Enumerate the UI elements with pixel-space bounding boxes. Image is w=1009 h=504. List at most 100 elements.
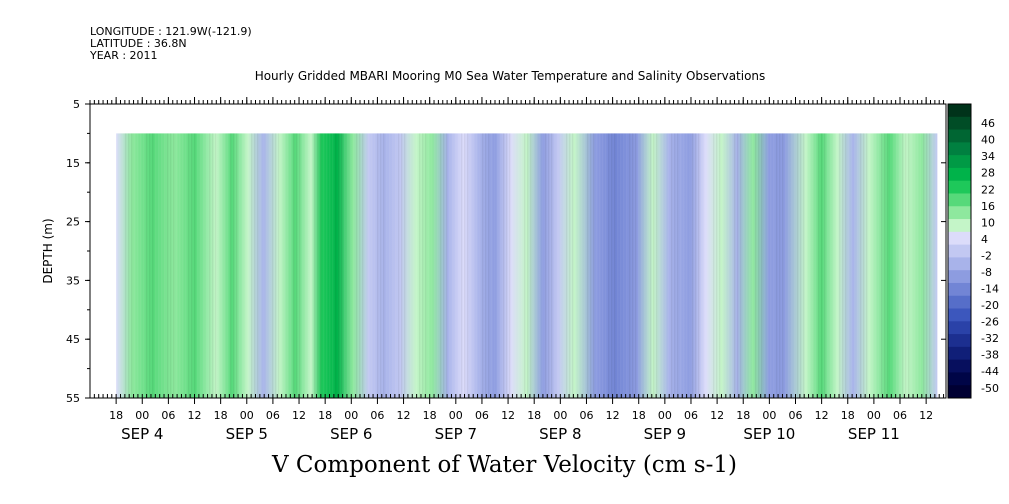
heatmap-stripe (323, 133, 325, 398)
heatmap-stripe (398, 133, 400, 398)
heatmap-stripe (794, 133, 796, 398)
x-hour-label: 12 (292, 409, 306, 422)
heatmap-stripe (395, 133, 397, 398)
colorbar-swatch (948, 334, 971, 348)
heatmap-stripe (572, 133, 574, 398)
colorbar-label: 16 (981, 200, 995, 213)
x-hour-label: 18 (736, 409, 750, 422)
colorbar-label: -32 (981, 332, 999, 345)
chart-title: Hourly Gridded MBARI Mooring M0 Sea Wate… (254, 69, 766, 83)
heatmap-stripe (659, 133, 661, 398)
y-tick-label: 45 (66, 333, 80, 346)
heatmap-stripe (770, 133, 772, 398)
heatmap-stripe (464, 133, 466, 398)
plot-area (116, 133, 938, 398)
heatmap-stripe (512, 133, 514, 398)
heatmap-stripe (530, 133, 532, 398)
heatmap-stripe (320, 133, 322, 398)
heatmap-stripe (332, 133, 334, 398)
heatmap-stripe (827, 133, 829, 398)
heatmap-stripe (440, 133, 442, 398)
heatmap-stripe (761, 133, 763, 398)
heatmap-stripe (422, 133, 424, 398)
x-hour-label: 18 (423, 409, 437, 422)
x-day-label: SEP 11 (848, 425, 900, 443)
heatmap-stripe (725, 133, 727, 398)
heatmap-stripe (935, 133, 937, 398)
heatmap-stripe (329, 133, 331, 398)
heatmap-stripe (674, 133, 676, 398)
x-day-label: SEP 6 (330, 425, 372, 443)
heatmap-stripe (632, 133, 634, 398)
heatmap-stripe (134, 133, 136, 398)
heatmap-stripe (344, 133, 346, 398)
x-axis-label: V Component of Water Velocity (cm s-1) (272, 452, 737, 478)
heatmap-stripe (629, 133, 631, 398)
heatmap-stripe (611, 133, 613, 398)
x-hour-label: 06 (475, 409, 489, 422)
heatmap-stripe (185, 133, 187, 398)
heatmap-stripe (188, 133, 190, 398)
heatmap-stripe (305, 133, 307, 398)
heatmap-stripe (596, 133, 598, 398)
heatmap-stripe (584, 133, 586, 398)
heatmap-stripe (854, 133, 856, 398)
colorbar-swatch (948, 231, 971, 246)
heatmap-stripe (686, 133, 688, 398)
heatmap-stripe (806, 133, 808, 398)
heatmap-stripe (455, 133, 457, 398)
heatmap-stripe (713, 133, 715, 398)
heatmap-stripe (800, 133, 802, 398)
heatmap-stripe (371, 133, 373, 398)
heatmap-stripe (353, 133, 355, 398)
heatmap-stripe (824, 133, 826, 398)
colorbar-swatch (948, 295, 971, 310)
heatmap-stripe (281, 133, 283, 398)
colorbar-swatch (948, 321, 971, 335)
heatmap-stripe (272, 133, 274, 398)
heatmap-stripe (158, 133, 160, 398)
colorbar-swatch (948, 308, 971, 322)
heatmap-stripe (566, 133, 568, 398)
y-tick-label: 15 (66, 157, 80, 170)
heatmap-stripe (680, 133, 682, 398)
x-hour-label: 06 (788, 409, 802, 422)
x-hour-label: 12 (606, 409, 620, 422)
colorbar-label: 4 (981, 233, 988, 246)
x-day-label: SEP 9 (644, 425, 686, 443)
heatmap-stripe (785, 133, 787, 398)
x-hour-label: 12 (919, 409, 933, 422)
heatmap-stripe (653, 133, 655, 398)
heatmap-stripe (176, 133, 178, 398)
heatmap-stripe (206, 133, 208, 398)
heatmap-stripe (401, 133, 403, 398)
heatmap-stripe (350, 133, 352, 398)
heatmap-stripe (914, 133, 916, 398)
heatmap-stripe (485, 133, 487, 398)
heatmap-stripe (431, 133, 433, 398)
heatmap-stripe (623, 133, 625, 398)
heatmap-stripe (881, 133, 883, 398)
heatmap-stripe (392, 133, 394, 398)
heatmap-stripe (593, 133, 595, 398)
heatmap-stripe (869, 133, 871, 398)
heatmap-stripe (200, 133, 202, 398)
heatmap-stripe (524, 133, 526, 398)
colorbar-label: -14 (981, 283, 999, 296)
heatmap-stripe (920, 133, 922, 398)
x-hour-label: 18 (109, 409, 123, 422)
heatmap-stripe (731, 133, 733, 398)
heatmap-stripe (236, 133, 238, 398)
heatmap-stripe (839, 133, 841, 398)
heatmap-stripe (356, 133, 358, 398)
colorbar-swatch (948, 385, 971, 399)
heatmap-stripe (779, 133, 781, 398)
heatmap-stripe (602, 133, 604, 398)
colorbar-label: -8 (981, 266, 992, 279)
heatmap-stripe (851, 133, 853, 398)
heatmap-stripe (314, 133, 316, 398)
heatmap-stripe (698, 133, 700, 398)
heatmap-stripe (347, 133, 349, 398)
colorbar-swatch (948, 116, 971, 131)
heatmap-stripe (521, 133, 523, 398)
